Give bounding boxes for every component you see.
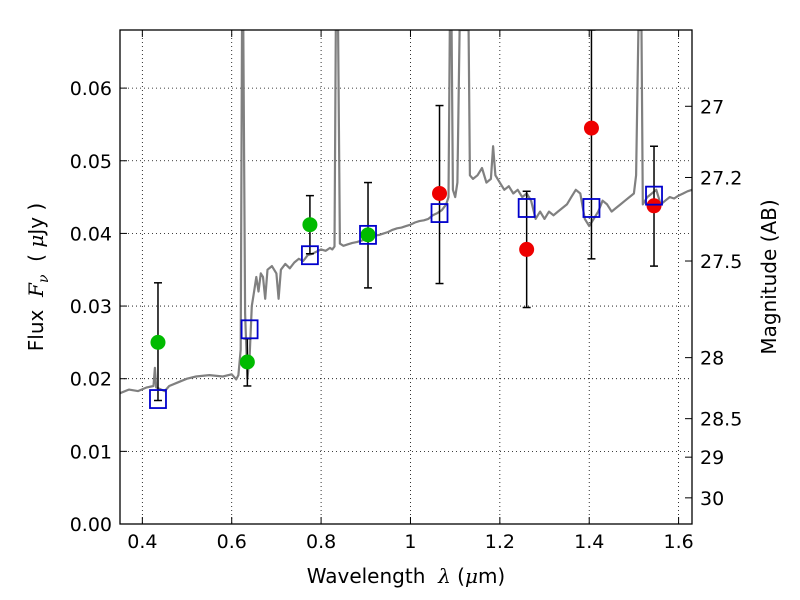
y2-tick-label-1: 27.2 [700,167,742,189]
y2-tick-labels: 27 27.2 27.5 28 28.5 29 30 [700,96,742,510]
x-axis-label: Wavelength λ (μm) [307,564,506,588]
y-axis-label: Flux Fν ( μJy ) [24,203,52,351]
y2-axis-label: Magnitude (AB) [757,199,781,354]
observed-points [150,120,662,370]
x-tick-labels: 0.4 0.6 0.8 1 1.2 1.4 1.6 [127,531,693,553]
x-tick-label-3: 1 [404,531,416,553]
observed-point-1 [239,354,255,370]
x-tick-label-6: 1.6 [663,531,693,553]
y2-tick-label-4: 28.5 [700,409,742,431]
y-tick-label-2: 0.02 [70,369,112,391]
observed-point-6 [583,120,599,136]
observed-point-2 [302,217,318,233]
observed-point-0 [150,334,166,350]
model-point-2 [301,245,319,266]
observed-point-5 [519,241,535,257]
y-tick-label-0: 0.00 [70,514,112,536]
y2-tick-label-6: 30 [700,488,724,510]
y-tick-label-1: 0.01 [70,441,112,463]
observed-point-7 [646,198,662,214]
plot-frame [119,29,693,525]
model-point-1 [240,319,259,340]
model-point-6 [582,198,601,218]
axis-ticks [120,30,692,525]
y2-tick-label-5: 29 [700,447,724,469]
y2-tick-label-0: 27 [700,96,724,118]
model-point-0 [149,389,167,409]
x-tick-label-5: 1.4 [574,531,604,553]
model-points [149,185,663,409]
y-tick-label-5: 0.05 [70,151,112,173]
model-point-3 [359,224,377,245]
observed-point-4 [432,185,448,201]
y-tick-label-6: 0.06 [70,78,112,100]
x-tick-label-4: 1.2 [485,531,515,553]
y-tick-label-3: 0.03 [70,296,112,318]
model-point-4 [430,203,449,223]
y2-tick-label-3: 28 [700,348,724,370]
y2-tick-label-2: 27.5 [700,251,742,273]
model-point-7 [645,185,663,206]
x-tick-label-2: 0.8 [306,531,336,553]
y-tick-label-4: 0.04 [70,223,112,245]
plot-area [120,30,692,409]
model-point-5 [517,198,536,218]
y-tick-labels: 0.00 0.01 0.02 0.03 0.04 0.05 0.06 [70,78,112,536]
x-tick-label-1: 0.6 [217,531,247,553]
observed-point-3 [360,227,376,243]
x-tick-label-0: 0.4 [127,531,157,553]
